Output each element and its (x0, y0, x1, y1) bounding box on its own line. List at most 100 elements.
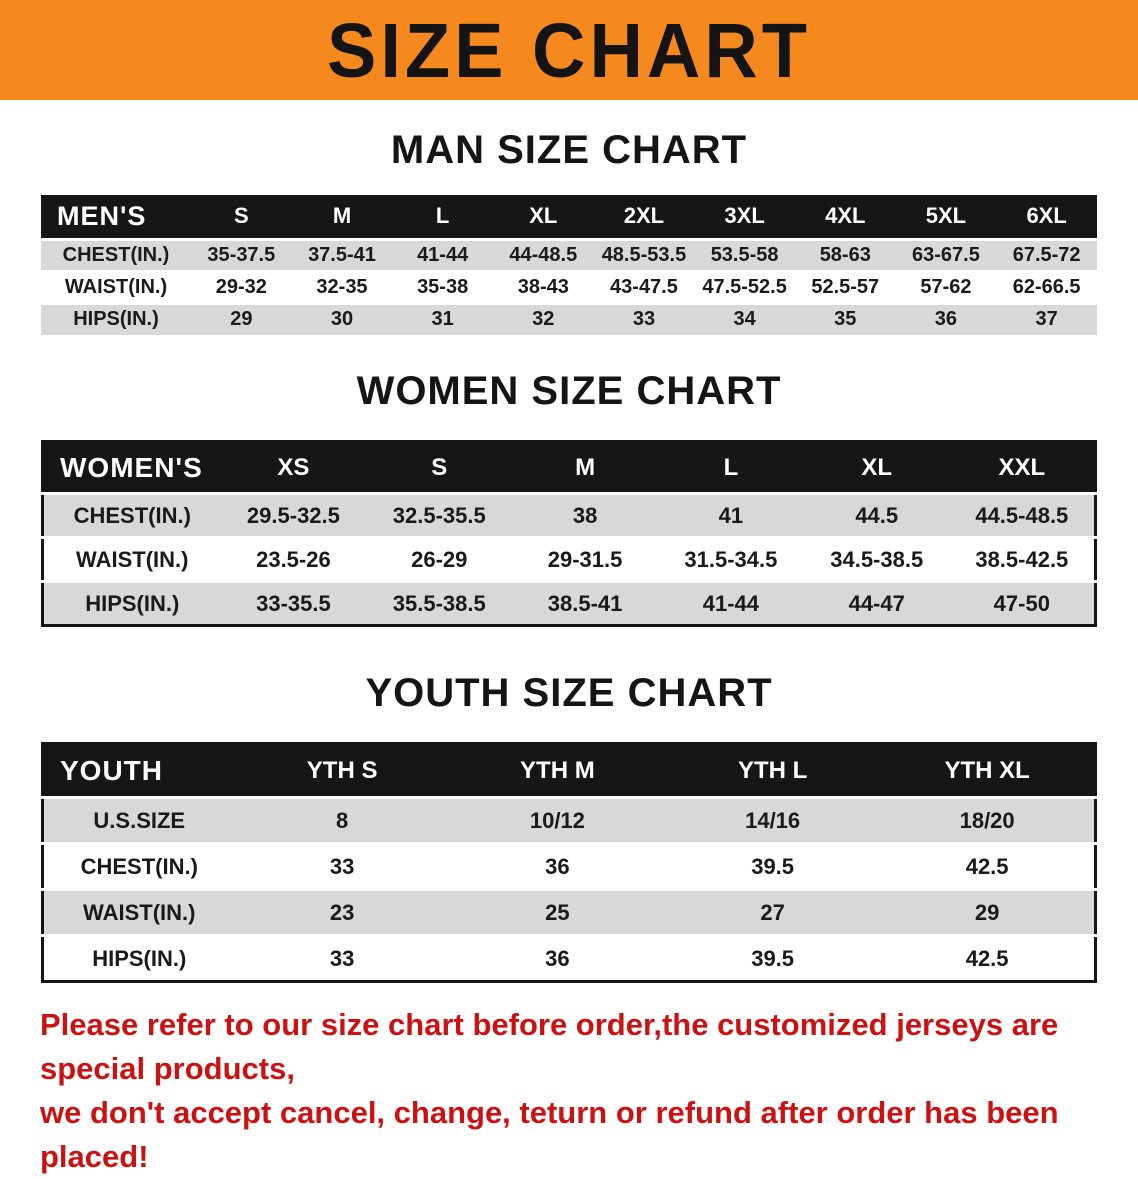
table-cell: 32 (492, 301, 594, 335)
table-row: WAIST(IN.) 23.5-26 26-29 29-31.5 31.5-34.5 34… (42, 536, 1096, 582)
column-header: XL (803, 441, 950, 494)
table-cell: 33 (234, 934, 450, 982)
table-cell: 18/20 (880, 796, 1096, 844)
table-cell: 14/16 (665, 796, 881, 844)
table-cell: 47.5-52.5 (694, 269, 795, 303)
table-cell: 41-44 (657, 580, 804, 626)
table-cell: 29-31.5 (512, 536, 658, 582)
youth-size-table: YOUTH YTH S YTH M YTH L YTH XL U.S.SIZE 8 10/12… (41, 742, 1097, 983)
table-cell: 35 (794, 301, 896, 335)
column-header: M (512, 441, 658, 494)
table-cell: 39.5 (665, 842, 881, 890)
banner: SIZE CHART (0, 0, 1138, 100)
men-size-table: MEN'S S M L XL 2XL 3XL 4XL 5XL 6XL CHEST(IN.) 35-37… (41, 195, 1097, 335)
row-label: CHEST(IN.) (42, 492, 221, 538)
row-label: U.S.SIZE (42, 796, 235, 844)
disclaimer-line-2: we don't accept cancel, change, teturn o… (40, 1095, 1059, 1175)
table-cell: 44.5-48.5 (949, 492, 1096, 538)
table-cell: 38.5-41 (512, 580, 658, 626)
table-cell: 58-63 (794, 237, 896, 271)
women-size-table: WOMEN'S XS S M L XL XXL CHEST(IN.) 29.5-32.5 32.5… (41, 440, 1097, 627)
table-cell: 35.5-38.5 (366, 580, 513, 626)
column-header: XS (220, 441, 367, 494)
table-row: WAIST(IN.) 29-32 32-35 35-38 38-43 43-47.5 47.… (41, 269, 1097, 303)
men-size-chart-section: MAN SIZE CHART MEN'S S M L XL 2XL 3XL 4XL 5XL 6XL… (0, 128, 1138, 335)
table-cell: 29.5-32.5 (220, 492, 367, 538)
column-header: YTH M (449, 743, 665, 798)
row-label: HIPS(IN.) (41, 301, 191, 335)
table-cell: 29 (191, 301, 292, 335)
table-cell: 39.5 (665, 934, 881, 982)
row-label: CHEST(IN.) (42, 842, 235, 890)
women-size-chart-section: WOMEN SIZE CHART WOMEN'S XS S M L XL XXL CHEST(… (0, 369, 1138, 627)
table-cell: 31.5-34.5 (657, 536, 804, 582)
column-header: YTH XL (880, 743, 1096, 798)
page-title: SIZE CHART (327, 6, 811, 94)
table-cell: 44-47 (803, 580, 950, 626)
table-row: WAIST(IN.) 23 25 27 29 (42, 888, 1096, 936)
table-cell: 36 (449, 934, 665, 982)
table-cell: 62-66.5 (996, 269, 1097, 303)
table-cell: 35-37.5 (191, 237, 292, 271)
table-cell: 41 (657, 492, 804, 538)
table-cell: 38 (512, 492, 658, 538)
table-cell: 30 (291, 301, 393, 335)
row-label: WAIST(IN.) (42, 536, 221, 582)
column-header: S (366, 441, 513, 494)
table-cell: 33 (234, 842, 450, 890)
column-header: XL (492, 195, 594, 239)
table-cell: 33 (593, 301, 695, 335)
column-header: L (392, 195, 493, 239)
column-header: 4XL (794, 195, 896, 239)
table-row: HIPS(IN.) 33-35.5 35.5-38.5 38.5-41 41-44 44-… (42, 580, 1096, 626)
table-cell: 32-35 (291, 269, 393, 303)
table-cell: 57-62 (895, 269, 997, 303)
table-cell: 47-50 (949, 580, 1096, 626)
table-cell: 29 (880, 888, 1096, 936)
table-cell: 26-29 (366, 536, 513, 582)
table-cell: 44-48.5 (492, 237, 594, 271)
header-row: MEN'S S M L XL 2XL 3XL 4XL 5XL 6XL (41, 195, 1097, 239)
table-cell: 48.5-53.5 (593, 237, 695, 271)
table-cell: 35-38 (392, 269, 493, 303)
table-cell: 42.5 (880, 842, 1096, 890)
row-label: WAIST(IN.) (41, 269, 191, 303)
column-header: XXL (949, 441, 1096, 494)
table-row: HIPS(IN.) 33 36 39.5 42.5 (42, 934, 1096, 982)
table-cell: 8 (234, 796, 450, 844)
men-chart-heading: MAN SIZE CHART (390, 128, 748, 172)
disclaimer: Please refer to our size chart before or… (40, 1003, 1108, 1179)
youth-size-chart-section: YOUTH SIZE CHART YOUTH YTH S YTH M YTH L YTH… (0, 671, 1138, 983)
women-chart-heading: WOMEN SIZE CHART (356, 369, 782, 413)
table-cell: 33-35.5 (220, 580, 367, 626)
column-header: M (291, 195, 393, 239)
table-cell: 29-32 (191, 269, 292, 303)
table-cell: 27 (665, 888, 881, 936)
table-cell: 41-44 (392, 237, 493, 271)
table-row: HIPS(IN.) 29 30 31 32 33 34 35 36 37 (41, 301, 1097, 335)
table-cell: 32.5-35.5 (366, 492, 513, 538)
table-row: CHEST(IN.) 35-37.5 37.5-41 41-44 44-48.5 48.5… (41, 237, 1097, 271)
column-header: 2XL (593, 195, 695, 239)
table-cell: 34 (694, 301, 795, 335)
column-header: 6XL (996, 195, 1097, 239)
table-cell: 53.5-58 (694, 237, 795, 271)
table-cell: 42.5 (880, 934, 1096, 982)
table-cell: 25 (449, 888, 665, 936)
table-cell: 43-47.5 (593, 269, 695, 303)
row-label: CHEST(IN.) (41, 237, 191, 271)
row-label: WAIST(IN.) (42, 888, 235, 936)
row-label: HIPS(IN.) (42, 934, 235, 982)
table-cell: 36 (895, 301, 997, 335)
table-cell: 31 (392, 301, 493, 335)
table-corner-label: MEN'S (41, 195, 191, 239)
table-cell: 37.5-41 (291, 237, 393, 271)
row-label: HIPS(IN.) (42, 580, 221, 626)
table-cell: 67.5-72 (996, 237, 1097, 271)
table-cell: 63-67.5 (895, 237, 997, 271)
table-cell: 10/12 (449, 796, 665, 844)
disclaimer-line-1: Please refer to our size chart before or… (40, 1007, 1059, 1087)
header-row: WOMEN'S XS S M L XL XXL (42, 441, 1096, 494)
table-row: CHEST(IN.) 29.5-32.5 32.5-35.5 38 41 44.5 44.5… (42, 492, 1096, 538)
table-cell: 34.5-38.5 (803, 536, 950, 582)
